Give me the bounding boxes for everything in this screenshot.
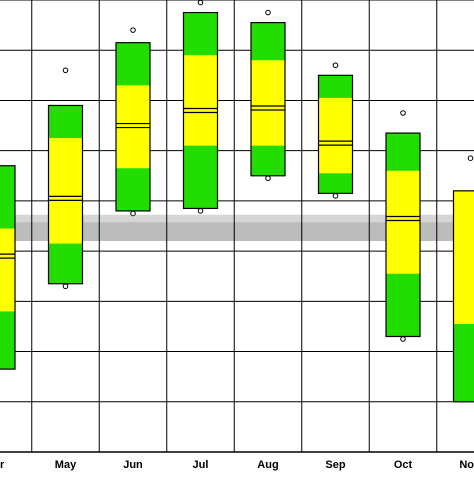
min-marker [266, 176, 271, 181]
box-inner [454, 191, 474, 324]
x-tick-label-apr: r [0, 459, 5, 471]
max-marker [333, 63, 338, 68]
min-marker [401, 337, 406, 342]
max-marker [266, 10, 271, 15]
box-inner [319, 98, 353, 173]
x-tick-label-jul: Jul [193, 459, 209, 471]
min-marker [198, 209, 203, 214]
box-inner [184, 55, 218, 145]
box-inner [116, 85, 150, 168]
box-aug [251, 10, 285, 180]
max-marker [468, 156, 473, 161]
box-inner [0, 229, 15, 312]
box-inner [49, 138, 83, 243]
max-marker [198, 0, 203, 5]
min-marker [333, 194, 338, 199]
box-jun [116, 28, 150, 216]
box-apr [0, 166, 15, 369]
max-marker [401, 111, 406, 116]
box-sep [319, 63, 353, 198]
box-inner [251, 60, 285, 145]
box-may [49, 68, 83, 289]
min-marker [131, 211, 136, 216]
box-jul [184, 0, 218, 213]
x-tick-label-jun: Jun [123, 459, 143, 471]
min-marker [63, 284, 68, 289]
x-tick-label-nov: No [459, 459, 474, 471]
max-marker [63, 68, 68, 73]
x-tick-label-oct: Oct [394, 459, 413, 471]
x-tick-label-aug: Aug [257, 459, 278, 471]
x-tick-label-may: May [55, 459, 77, 471]
box-oct [386, 111, 420, 342]
x-tick-label-sep: Sep [325, 459, 345, 471]
box-inner [386, 171, 420, 274]
max-marker [131, 28, 136, 33]
x-tick-labels: r May Jun Jul Aug Sep Oct No [0, 459, 474, 471]
box-nov [454, 156, 474, 402]
